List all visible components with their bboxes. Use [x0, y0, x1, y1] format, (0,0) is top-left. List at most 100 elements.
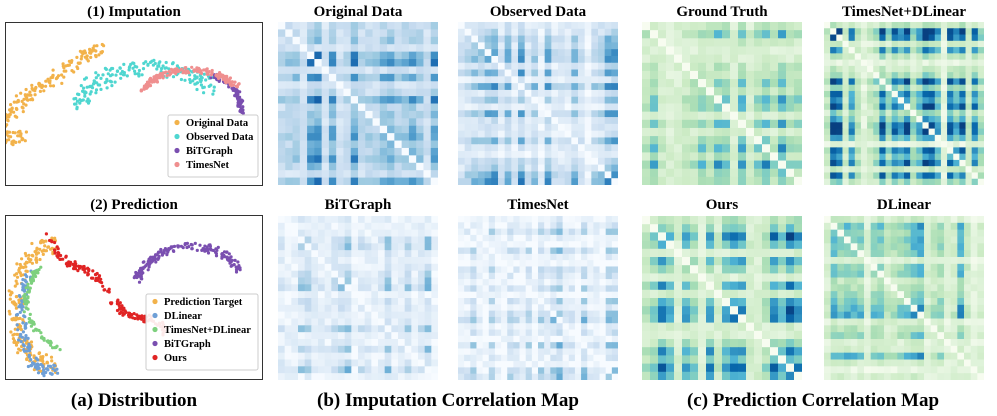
- heatmap-cell: [746, 79, 755, 88]
- heatmap-cell: [746, 54, 755, 64]
- heatmap-cell: [611, 272, 618, 280]
- scatter-point: [142, 61, 146, 65]
- scatter-point: [36, 358, 40, 362]
- heatmap-cell: [953, 166, 960, 174]
- heatmap-cell: [916, 147, 924, 155]
- heatmap-cell: [311, 263, 319, 272]
- heatmap-cell: [391, 229, 399, 238]
- heatmap-cell: [371, 339, 379, 347]
- heatmap-cell: [598, 35, 606, 43]
- scatter-point: [88, 92, 92, 96]
- heatmap-cell: [471, 123, 479, 132]
- heatmap-cell: [291, 332, 299, 340]
- heatmap-cell: [698, 136, 707, 145]
- heatmap-cell: [478, 28, 486, 37]
- heatmap-cell: [470, 279, 478, 286]
- heatmap-cell: [698, 257, 707, 266]
- scatter-point: [16, 100, 20, 104]
- heatmap-cell: [404, 263, 412, 272]
- heatmap-cell: [556, 354, 564, 362]
- heatmap-cell: [476, 323, 484, 331]
- heatmap-cell: [762, 119, 771, 129]
- scatter-point: [199, 83, 203, 87]
- heatmap-cell: [666, 22, 675, 31]
- heatmap-cell: [666, 176, 675, 185]
- heatmap-cell: [411, 291, 419, 299]
- heatmap-cell: [378, 352, 386, 361]
- heatmap-cell: [730, 22, 739, 31]
- heatmap-cell: [556, 260, 564, 268]
- heatmap-cell: [947, 172, 954, 180]
- heatmap-cell: [830, 178, 837, 185]
- heatmap-cell: [706, 95, 715, 105]
- heatmap-cell: [398, 284, 406, 292]
- heatmap-cell: [730, 38, 739, 48]
- heatmap-cell: [959, 78, 967, 86]
- heatmap-cell: [498, 69, 506, 77]
- heatmap-cell: [558, 117, 566, 125]
- heatmap-cell: [507, 310, 514, 318]
- heatmap-cell: [934, 103, 942, 111]
- heatmap-cell: [531, 367, 539, 375]
- heatmap-cell: [830, 116, 837, 123]
- heatmap-cell: [278, 311, 286, 320]
- heatmap-cell: [458, 247, 465, 255]
- heatmap-cell: [364, 298, 372, 306]
- heatmap-cell: [504, 76, 512, 84]
- heatmap-cell: [518, 117, 526, 125]
- heatmap-cell: [953, 53, 960, 61]
- scatter-point: [48, 81, 52, 85]
- scatter-point: [120, 304, 124, 308]
- heatmap-cell: [344, 332, 352, 340]
- heatmap-cell: [605, 216, 613, 223]
- heatmap-cell: [794, 111, 802, 121]
- heatmap-cell: [754, 103, 763, 113]
- heatmap-cell: [464, 117, 472, 125]
- heatmap-cell: [338, 257, 346, 265]
- heatmap-cell: [314, 177, 323, 185]
- heatmap-cell: [910, 116, 917, 123]
- heatmap-cell: [770, 248, 779, 258]
- heatmap-cell: [599, 247, 607, 255]
- heatmap-cell: [408, 133, 417, 142]
- heatmap-cell: [464, 291, 471, 299]
- heatmap-cell: [484, 35, 492, 43]
- heatmap-cell: [581, 222, 588, 230]
- heatmap-cell: [418, 298, 426, 306]
- heatmap-cell: [430, 155, 438, 164]
- scatter-point: [167, 67, 171, 71]
- heatmap-cell: [916, 34, 924, 42]
- heatmap-cell: [824, 72, 831, 80]
- heatmap-cell: [324, 243, 332, 251]
- heatmap-cell: [714, 70, 723, 80]
- heatmap-cell: [556, 367, 564, 375]
- heatmap-cell: [794, 54, 802, 64]
- heatmap-cell: [658, 176, 667, 185]
- heatmap-cell: [343, 110, 352, 119]
- scatter-point: [35, 247, 39, 251]
- heatmap-cell: [611, 35, 618, 43]
- heatmap-cell: [562, 272, 570, 280]
- heatmap-cell: [525, 228, 533, 236]
- heatmap-cell: [423, 88, 432, 97]
- heatmap-cell: [404, 243, 412, 251]
- heatmap-cell: [916, 116, 924, 123]
- heatmap-cell: [336, 118, 345, 127]
- heatmap-cell: [371, 298, 379, 306]
- heatmap-cell: [314, 96, 323, 105]
- heatmap-cell: [464, 110, 472, 118]
- scatter-point: [15, 323, 19, 327]
- heatmap-cell: [371, 277, 379, 285]
- heatmap-cell: [501, 228, 508, 236]
- heatmap-cell: [598, 28, 606, 37]
- heatmap-cell: [562, 222, 570, 230]
- scatter-point: [17, 347, 21, 351]
- heatmap-cell: [746, 38, 755, 48]
- scatter-point: [21, 318, 25, 322]
- heatmap-cell: [518, 178, 526, 185]
- heatmap-cell: [568, 354, 576, 362]
- heatmap-cell: [778, 79, 787, 88]
- heatmap-cell: [464, 342, 471, 350]
- heatmap-cell: [965, 128, 973, 136]
- heatmap-cell: [299, 147, 308, 156]
